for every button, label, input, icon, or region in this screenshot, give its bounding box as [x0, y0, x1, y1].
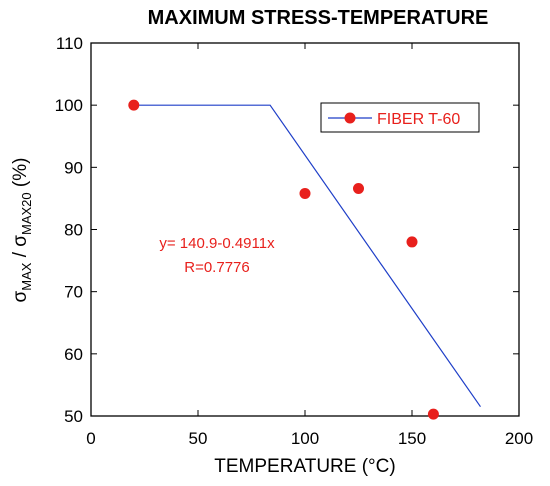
- equation-annotation: y= 140.9-0.4911x: [159, 235, 275, 252]
- y-axis-label: σMAX / σMAX20 (%): [10, 158, 34, 303]
- data-point: [128, 99, 140, 111]
- data-point: [406, 236, 418, 248]
- legend-marker-swatch: [344, 112, 356, 124]
- legend-label: FIBER T-60: [377, 111, 460, 128]
- r-value-annotation: R=0.7776: [184, 259, 249, 276]
- y-label-sigma-2: σ: [10, 235, 31, 247]
- y-axis-ticks: 50 60 70 80 90 100 110: [55, 34, 519, 426]
- y-tick-label: 100: [55, 96, 83, 115]
- y-label-sub-1: MAX: [19, 262, 34, 291]
- x-tick-label: 50: [189, 429, 208, 448]
- data-point: [299, 187, 311, 199]
- y-tick-label: 70: [64, 283, 83, 302]
- x-axis-ticks: 0 50 100 150 200: [86, 43, 533, 448]
- y-tick-label: 90: [64, 158, 83, 177]
- y-tick-label: 110: [56, 34, 83, 53]
- x-tick-label: 150: [398, 429, 426, 448]
- plot-area-frame: [90, 42, 520, 417]
- data-points: [128, 99, 439, 420]
- data-point: [427, 408, 439, 420]
- x-tick-label: 100: [291, 429, 319, 448]
- fit-line: [133, 104, 481, 408]
- legend: FIBER T-60: [320, 102, 480, 133]
- y-tick-label: 60: [64, 345, 83, 364]
- x-axis-label: TEMPERATURE (°C): [214, 456, 395, 477]
- y-label-unit: (%): [10, 158, 31, 193]
- y-label-sep: /: [10, 247, 31, 263]
- x-tick-label: 200: [505, 429, 533, 448]
- x-tick-label: 0: [86, 429, 95, 448]
- y-tick-label: 50: [64, 407, 83, 426]
- data-point: [353, 182, 364, 194]
- y-label-sub-2: MAX20: [19, 192, 34, 235]
- chart-title: MAXIMUM STRESS-TEMPERATURE: [148, 7, 489, 29]
- y-label-sigma-1: σ: [10, 290, 31, 302]
- y-tick-label: 80: [64, 221, 83, 240]
